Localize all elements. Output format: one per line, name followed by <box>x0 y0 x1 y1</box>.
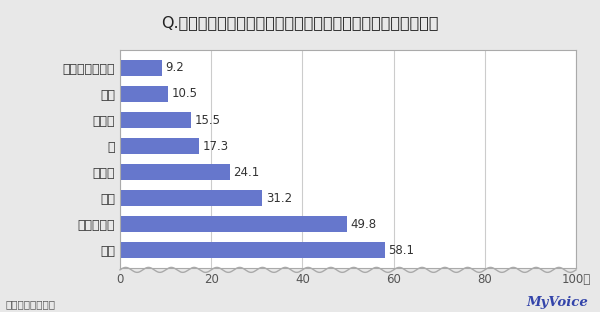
Bar <box>120 242 385 258</box>
Bar <box>120 216 347 232</box>
Text: 15.5: 15.5 <box>194 114 220 127</box>
Bar <box>120 112 191 128</box>
Text: ：発酵食品飲食者: ：発酵食品飲食者 <box>6 299 56 309</box>
Text: 49.8: 49.8 <box>351 218 377 231</box>
Bar <box>120 138 199 154</box>
Text: 10.5: 10.5 <box>172 87 197 100</box>
Text: 58.1: 58.1 <box>389 244 415 257</box>
Text: 24.1: 24.1 <box>233 166 260 179</box>
Bar <box>120 60 162 76</box>
Text: 9.2: 9.2 <box>166 61 184 75</box>
Bar <box>120 190 262 206</box>
Bar <box>120 86 168 102</box>
Bar <box>120 164 230 180</box>
Text: 17.3: 17.3 <box>203 139 229 153</box>
Text: Q.健康のために意識的に摂取している発酵食品はありますか？: Q.健康のために意識的に摂取している発酵食品はありますか？ <box>161 16 439 31</box>
Text: 31.2: 31.2 <box>266 192 292 205</box>
Text: MyVoice: MyVoice <box>526 296 588 309</box>
